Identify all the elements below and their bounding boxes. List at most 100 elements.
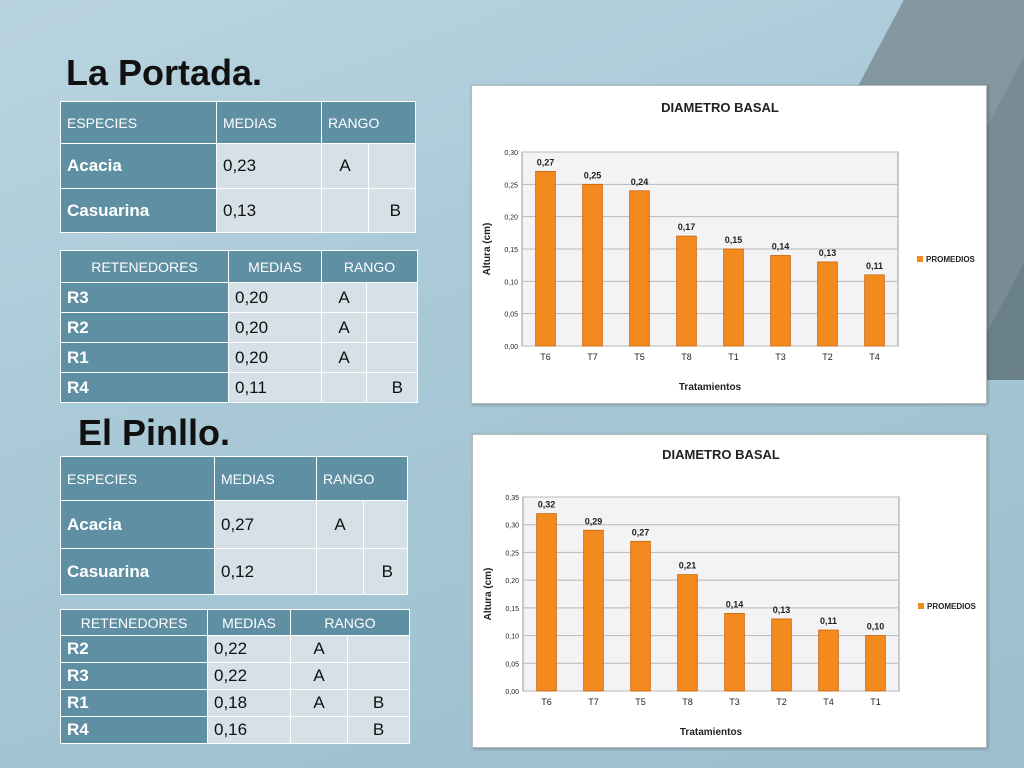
- row-mean: 0,20: [228, 312, 322, 343]
- table-row: R4 0,11 B: [60, 372, 418, 403]
- row-rank-b: B: [366, 372, 418, 403]
- data-label: 0,32: [538, 500, 556, 510]
- row-rank-b: [366, 342, 418, 373]
- table-row: R2 0,20 A: [60, 312, 418, 343]
- row-rank-b: [368, 143, 416, 189]
- x-tick-label: T4: [823, 697, 834, 707]
- bar: [724, 612, 745, 692]
- y-tick-label: 0,35: [505, 495, 519, 502]
- y-tick-label: 0,25: [504, 182, 518, 189]
- row-rank-b: [366, 282, 418, 313]
- x-tick-label: T5: [635, 697, 646, 707]
- legend-swatch: [917, 256, 923, 262]
- x-tick-label: T8: [682, 697, 693, 707]
- header-medias: MEDIAS: [228, 250, 322, 283]
- row-label: Acacia: [60, 500, 215, 549]
- table-row: R1 0,20 A: [60, 342, 418, 373]
- retainers-table-el-pinllo: RETENEDORES MEDIAS RANGO R2 0,22 A R3 0,…: [60, 609, 410, 744]
- table-row: Casuarina 0,13 B: [60, 188, 416, 233]
- x-tick-label: T2: [776, 697, 787, 707]
- row-rank-b: [363, 500, 408, 549]
- bar: [583, 529, 604, 692]
- species-table-el-pinllo: ESPECIES MEDIAS RANGO Acacia 0,27 A Casu…: [60, 456, 408, 595]
- legend-label: PROMEDIOS: [926, 255, 976, 264]
- row-rank-a: A: [321, 282, 367, 313]
- row-rank-a: A: [321, 312, 367, 343]
- y-tick-label: 0,25: [505, 550, 519, 557]
- bar: [770, 255, 791, 347]
- table-row: R3 0,20 A: [60, 282, 418, 313]
- y-tick-label: 0,30: [504, 150, 518, 157]
- header-medias: MEDIAS: [216, 101, 322, 144]
- bar: [535, 171, 556, 347]
- y-tick-label: 0,00: [504, 344, 518, 351]
- header-medias: MEDIAS: [207, 609, 291, 636]
- bar-chart-la-portada: 0,00 0,05 0,10 0,15 0,20 0,25 0,30 DIAMETRO BAS…: [482, 100, 976, 393]
- table-row: R4 0,16 B: [60, 716, 410, 744]
- row-rank-a: A: [316, 500, 364, 549]
- data-label: 0,25: [584, 170, 602, 180]
- row-mean: 0,11: [228, 372, 322, 403]
- table-row: Acacia 0,27 A: [60, 500, 408, 549]
- header-retenedores: RETENEDORES: [60, 250, 229, 283]
- x-tick-label: T4: [869, 352, 880, 362]
- row-rank-a: A: [321, 342, 367, 373]
- y-tick-label: 0,15: [505, 606, 519, 613]
- y-tick-label: 0,10: [504, 279, 518, 286]
- chart-title: DIAMETRO BASAL: [661, 100, 779, 115]
- data-label: 0,13: [773, 605, 791, 615]
- row-label: R4: [60, 372, 229, 403]
- table-row: R3 0,22 A: [60, 662, 410, 690]
- bar: [864, 274, 885, 347]
- bar: [723, 248, 744, 347]
- row-rank-a: A: [290, 689, 348, 717]
- data-label: 0,29: [585, 516, 603, 526]
- bar-chart-el-pinllo: 0,00 0,05 0,10 0,15 0,20 0,25 0,30 0,35 DIAMETRO…: [483, 447, 977, 738]
- data-label: 0,27: [537, 157, 555, 167]
- plot-area: [522, 496, 900, 692]
- x-tick-label: T7: [587, 352, 598, 362]
- x-tick-label: T3: [775, 352, 786, 362]
- row-label: R2: [60, 312, 229, 343]
- row-rank-a: A: [290, 662, 348, 690]
- header-rango: RANGO: [290, 609, 410, 636]
- x-tick-label: T6: [541, 697, 552, 707]
- y-axis-label: Altura (cm): [482, 223, 493, 276]
- data-label: 0,27: [632, 527, 650, 537]
- row-rank-b: [366, 312, 418, 343]
- data-label: 0,11: [820, 616, 837, 626]
- row-rank-a: [316, 548, 364, 595]
- header-rango: RANGO: [321, 250, 418, 283]
- retainers-table-la-portada: RETENEDORES MEDIAS RANGO R3 0,20 A R2 0,…: [60, 250, 418, 403]
- row-rank-a: [321, 372, 367, 403]
- header-retenedores: RETENEDORES: [60, 609, 208, 636]
- row-rank-b: B: [347, 716, 410, 744]
- bar: [817, 261, 838, 347]
- bar: [771, 618, 792, 692]
- x-tick-label: T8: [681, 352, 692, 362]
- data-label: 0,15: [725, 235, 743, 245]
- header-especies: ESPECIES: [60, 101, 217, 144]
- legend-swatch: [918, 603, 924, 609]
- row-label: Casuarina: [60, 548, 215, 595]
- legend-label: PROMEDIOS: [927, 602, 977, 611]
- table-row: R1 0,18 A B: [60, 689, 410, 717]
- bar: [865, 635, 886, 692]
- row-label: R3: [60, 662, 208, 690]
- y-tick-label: 0,10: [505, 634, 519, 641]
- x-tick-label: T6: [540, 352, 551, 362]
- header-rango: RANGO: [316, 456, 408, 501]
- row-mean: 0,20: [228, 282, 322, 313]
- row-mean: 0,22: [207, 662, 291, 690]
- row-label: Casuarina: [60, 188, 217, 233]
- bar: [818, 629, 839, 692]
- row-rank-a: [321, 188, 369, 233]
- row-rank-b: B: [363, 548, 408, 595]
- y-axis-label: Altura (cm): [483, 568, 494, 621]
- bar: [677, 574, 698, 692]
- header-rango: RANGO: [321, 101, 416, 144]
- row-label: Acacia: [60, 143, 217, 189]
- row-mean: 0,13: [216, 188, 322, 233]
- row-label: R1: [60, 342, 229, 373]
- y-tick-label: 0,30: [505, 523, 519, 530]
